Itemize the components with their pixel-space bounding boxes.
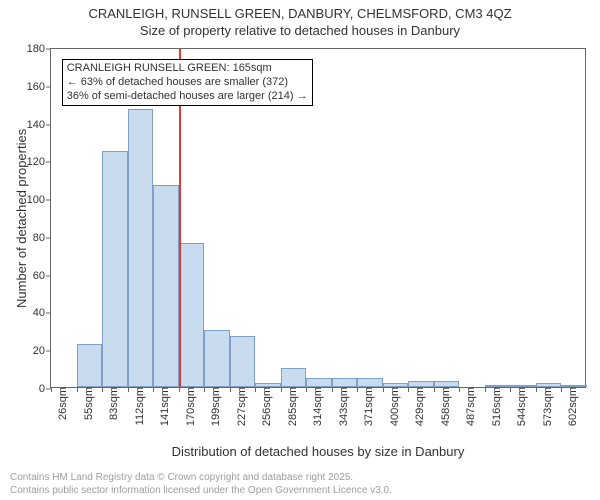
histogram-bar bbox=[77, 344, 103, 387]
x-tick-mark bbox=[434, 387, 435, 392]
x-tick-mark bbox=[485, 387, 486, 392]
y-tick-mark bbox=[46, 200, 51, 201]
x-tick-mark bbox=[204, 387, 205, 392]
x-tick-label: 26sqm bbox=[53, 387, 69, 420]
histogram-bar bbox=[204, 330, 230, 387]
y-tick-mark bbox=[46, 275, 51, 276]
chart-title-line1: CRANLEIGH, RUNSELL GREEN, DANBURY, CHELM… bbox=[0, 0, 600, 21]
annotation-line: ← 63% of detached houses are smaller (37… bbox=[67, 76, 308, 90]
x-tick-mark bbox=[383, 387, 384, 392]
y-tick-mark bbox=[46, 49, 51, 50]
histogram-bar bbox=[179, 243, 205, 387]
y-tick-mark bbox=[46, 124, 51, 125]
plot-area: 02040608010012014016018026sqm55sqm83sqm1… bbox=[50, 48, 586, 388]
x-tick-label: 544sqm bbox=[512, 387, 528, 426]
histogram-bar bbox=[332, 378, 358, 387]
x-tick-mark bbox=[281, 387, 282, 392]
histogram-bar bbox=[357, 378, 383, 387]
x-tick-label: 458sqm bbox=[436, 387, 452, 426]
footer-line-2: Contains public sector information licen… bbox=[0, 484, 600, 497]
x-tick-label: 371sqm bbox=[359, 387, 375, 426]
y-axis-label: Number of detached properties bbox=[14, 129, 29, 308]
y-tick-mark bbox=[46, 313, 51, 314]
x-tick-label: 429sqm bbox=[410, 387, 426, 426]
x-tick-mark bbox=[179, 387, 180, 392]
x-axis-label: Distribution of detached houses by size … bbox=[50, 444, 586, 459]
x-tick-mark bbox=[102, 387, 103, 392]
y-tick-mark bbox=[46, 86, 51, 87]
histogram-bar bbox=[434, 381, 460, 387]
histogram-bar bbox=[255, 383, 281, 387]
x-tick-label: 112sqm bbox=[130, 387, 146, 425]
chart-container: CRANLEIGH, RUNSELL GREEN, DANBURY, CHELM… bbox=[0, 0, 600, 500]
y-tick-mark bbox=[46, 162, 51, 163]
x-tick-label: 314sqm bbox=[308, 387, 324, 426]
x-tick-mark bbox=[230, 387, 231, 392]
histogram-bar bbox=[306, 378, 332, 387]
chart-title-line2: Size of property relative to detached ho… bbox=[0, 21, 600, 38]
x-tick-mark bbox=[51, 387, 52, 392]
histogram-bar bbox=[153, 185, 179, 387]
x-tick-label: 487sqm bbox=[461, 387, 477, 426]
x-tick-label: 516sqm bbox=[487, 387, 503, 426]
x-tick-mark bbox=[128, 387, 129, 392]
histogram-bar bbox=[561, 385, 587, 387]
y-tick-mark bbox=[46, 237, 51, 238]
x-tick-mark bbox=[332, 387, 333, 392]
x-tick-mark bbox=[77, 387, 78, 392]
x-tick-label: 256sqm bbox=[257, 387, 273, 426]
x-tick-mark bbox=[153, 387, 154, 392]
x-tick-label: 141sqm bbox=[155, 387, 171, 426]
x-tick-label: 83sqm bbox=[104, 387, 120, 420]
histogram-bar bbox=[281, 368, 307, 387]
x-tick-label: 400sqm bbox=[385, 387, 401, 426]
x-tick-label: 227sqm bbox=[232, 387, 248, 426]
x-tick-label: 573sqm bbox=[538, 387, 554, 426]
histogram-bar bbox=[536, 383, 562, 387]
histogram-bar bbox=[408, 381, 434, 387]
x-tick-label: 285sqm bbox=[283, 387, 299, 426]
annotation-box: CRANLEIGH RUNSELL GREEN: 165sqm← 63% of … bbox=[62, 59, 313, 106]
x-tick-mark bbox=[536, 387, 537, 392]
annotation-line: CRANLEIGH RUNSELL GREEN: 165sqm bbox=[67, 62, 308, 76]
footer-line-1: Contains HM Land Registry data © Crown c… bbox=[0, 471, 600, 484]
x-tick-label: 170sqm bbox=[181, 387, 197, 426]
x-tick-label: 343sqm bbox=[334, 387, 350, 426]
x-tick-label: 199sqm bbox=[206, 387, 222, 426]
x-tick-label: 602sqm bbox=[563, 387, 579, 426]
x-tick-label: 55sqm bbox=[79, 387, 95, 420]
histogram-bar bbox=[102, 151, 128, 387]
histogram-bar bbox=[230, 336, 256, 387]
annotation-line: 36% of semi-detached houses are larger (… bbox=[67, 90, 308, 104]
histogram-bar bbox=[383, 383, 409, 387]
y-tick-mark bbox=[46, 351, 51, 352]
histogram-bar bbox=[510, 385, 536, 387]
histogram-bar bbox=[128, 109, 154, 387]
histogram-bar bbox=[485, 385, 511, 387]
